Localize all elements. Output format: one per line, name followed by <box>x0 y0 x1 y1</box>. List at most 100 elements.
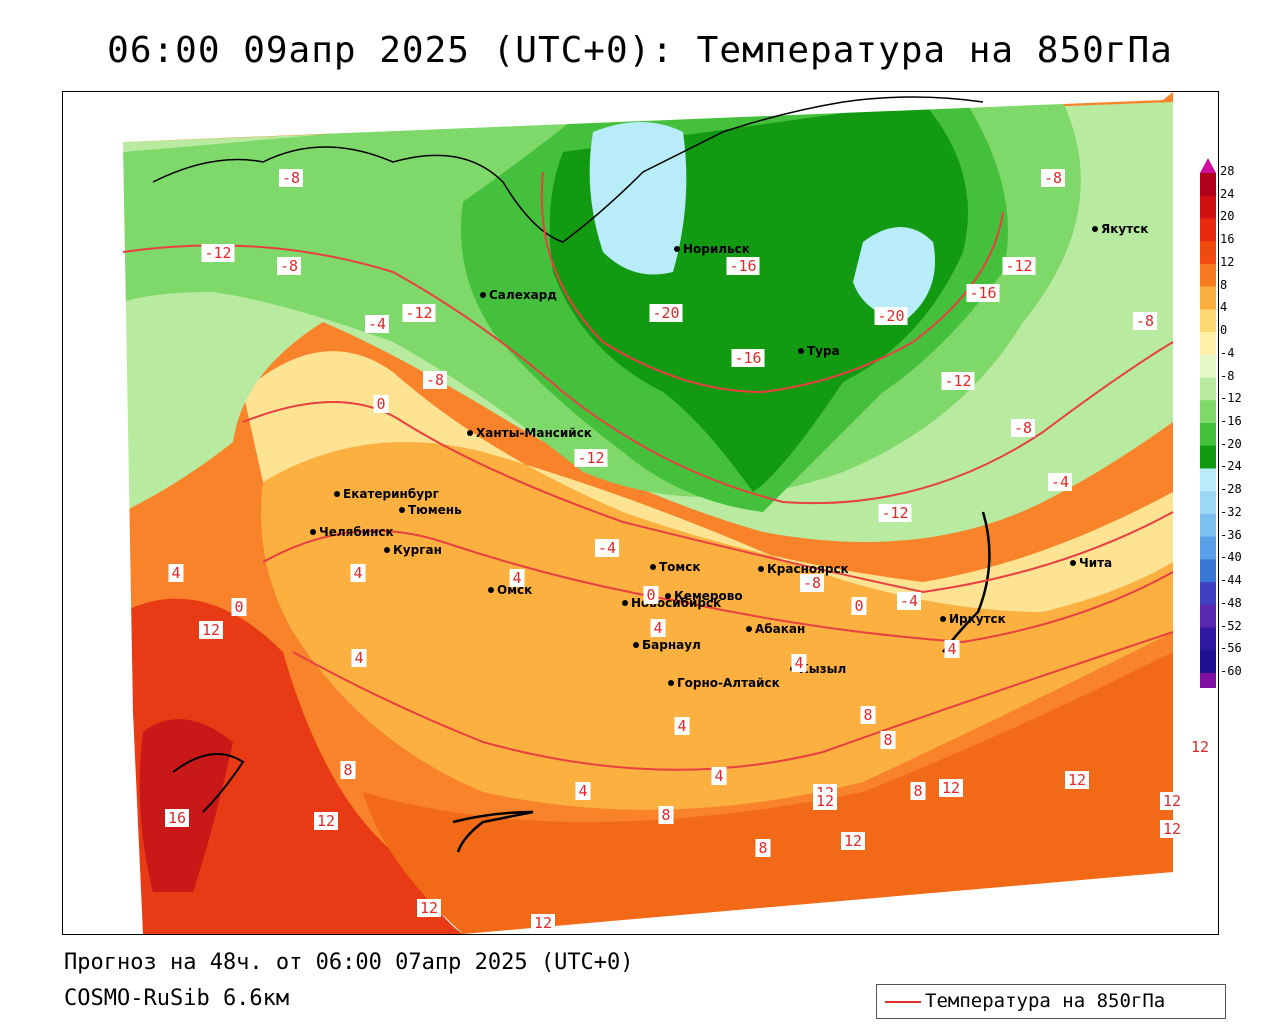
city-marker <box>480 292 486 298</box>
isotherm-label: -8 <box>1136 312 1154 330</box>
isotherm-4 <box>262 529 1174 644</box>
isotherm-label: 8 <box>913 782 922 800</box>
colorbar-swatch <box>1200 263 1216 288</box>
isotherm-label-bg <box>941 372 975 390</box>
colorbar-swatch <box>1200 513 1216 538</box>
isotherm-label: 4 <box>354 649 363 667</box>
isotherm-label: 4 <box>171 564 180 582</box>
colorbar-tick-label: 8 <box>1220 277 1228 292</box>
isotherm-label: 4 <box>353 564 362 582</box>
isotherm-label-bg <box>423 371 447 389</box>
isotherm-label: 8 <box>863 706 872 724</box>
colorbar-tick-label: -12 <box>1220 391 1242 406</box>
colorbar-tick-label: -44 <box>1220 573 1242 588</box>
isotherm-label: -8 <box>803 574 821 592</box>
isotherm-label: 12 <box>816 792 834 810</box>
isotherm-label: -8 <box>1044 169 1062 187</box>
legend-line-swatch <box>885 1001 921 1003</box>
isotherm-label-bg <box>910 782 926 800</box>
colorbar-tick-label: -20 <box>1220 436 1242 451</box>
colorbar-tick-label: -60 <box>1220 664 1242 678</box>
isotherm-label-bg <box>813 792 837 810</box>
colorbar-tick-label: -52 <box>1220 618 1242 633</box>
city-marker <box>488 587 494 593</box>
isotherm-label: 12 <box>202 621 220 639</box>
isotherm-label: 8 <box>883 731 892 749</box>
isotherm-label: 12 <box>317 812 335 830</box>
colorbar-swatch <box>1200 536 1216 560</box>
isotherm-label-bg <box>168 564 184 582</box>
city-label: Красноярск <box>767 562 849 576</box>
colorbar-tick-label: -8 <box>1220 368 1235 383</box>
isotherm-label: -4 <box>368 315 386 333</box>
isotherm-label: 0 <box>234 598 243 616</box>
city-marker <box>622 600 628 606</box>
colorbar-tick-label: 20 <box>1220 209 1235 224</box>
colorbar-swatch <box>1200 377 1216 401</box>
isotherm-label: 12 <box>1163 820 1181 838</box>
isotherm-label-bg <box>365 315 389 333</box>
city-label: Челябинск <box>319 525 394 539</box>
isotherm-8 <box>292 631 1174 771</box>
isotherm-label: 8 <box>661 806 670 824</box>
isotherm-label: 8 <box>758 839 767 857</box>
city-label: Тура <box>807 344 840 358</box>
isotherm-label-bg <box>880 731 896 749</box>
colorbar-swatch <box>1200 286 1216 310</box>
colorbar-tick-label: -40 <box>1220 550 1242 565</box>
region-orange-south <box>363 652 1173 934</box>
isotherm-label-bg <box>509 569 525 587</box>
isotherm-label: -12 <box>881 504 908 522</box>
city-marker <box>334 491 340 497</box>
isotherm-label: -8 <box>282 169 300 187</box>
colorbar-tick-label: -48 <box>1220 595 1242 610</box>
isotherm-label-bg <box>1160 792 1184 810</box>
isotherm-label-bg <box>1002 257 1036 275</box>
isotherm-label: -12 <box>405 304 432 322</box>
city-marker <box>467 430 473 436</box>
isotherm-label-bg <box>1065 771 1089 789</box>
colorbar-swatch <box>1200 491 1216 515</box>
colorbar-tick-label: -32 <box>1220 504 1242 519</box>
isotherm-label: -12 <box>1005 257 1032 275</box>
model-name: COSMO-RuSib 6.6км <box>64 986 290 1011</box>
isotherm-label: 12 <box>534 914 552 932</box>
region-pale-yellow <box>243 351 1173 612</box>
isotherm-label-bg <box>351 649 367 667</box>
isotherm-label: 4 <box>677 717 686 735</box>
isotherm-label-bg <box>201 244 235 262</box>
region-very-hot <box>139 719 233 892</box>
colorbar-swatch <box>1200 400 1216 424</box>
colorbar-swatch <box>1200 582 1216 606</box>
colorbar-tick-label: 0 <box>1220 323 1228 338</box>
city-marker <box>798 348 804 354</box>
isotherm-label: 12 <box>942 779 960 797</box>
isotherm-label-bg <box>878 504 912 522</box>
isotherm-label-bg <box>1011 419 1035 437</box>
isotherm-label-bg <box>350 564 366 582</box>
isotherm-label: -16 <box>729 257 756 275</box>
isotherm-label: -12 <box>944 372 971 390</box>
city-marker <box>668 680 674 686</box>
isotherm-label: 12 <box>1068 771 1086 789</box>
city-label: Томск <box>659 560 701 574</box>
city-label: Салехард <box>489 288 557 302</box>
colorbar-tick-label: 16 <box>1220 232 1235 247</box>
region-hot-southwest <box>123 598 463 934</box>
isotherm-label: 4 <box>653 619 662 637</box>
isotherm-label: -12 <box>204 244 231 262</box>
isotherm-label-bg <box>165 809 189 827</box>
colorbar-swatch <box>1200 309 1216 333</box>
isotherm-label: -4 <box>900 592 918 610</box>
city-label: Курган <box>393 543 442 557</box>
colorbar-swatch <box>1200 468 1216 492</box>
isotherm-label: -8 <box>1014 419 1032 437</box>
isotherm-label: 0 <box>646 586 655 604</box>
isotherm-label-bg <box>726 257 760 275</box>
city-label: Екатеринбург <box>343 487 439 501</box>
colorbar-swatch <box>1200 423 1216 447</box>
isotherm-label-bg <box>1041 169 1065 187</box>
city-marker <box>399 507 405 513</box>
colorbar-swatch <box>1200 173 1216 197</box>
colorbar-swatch <box>1200 241 1216 265</box>
